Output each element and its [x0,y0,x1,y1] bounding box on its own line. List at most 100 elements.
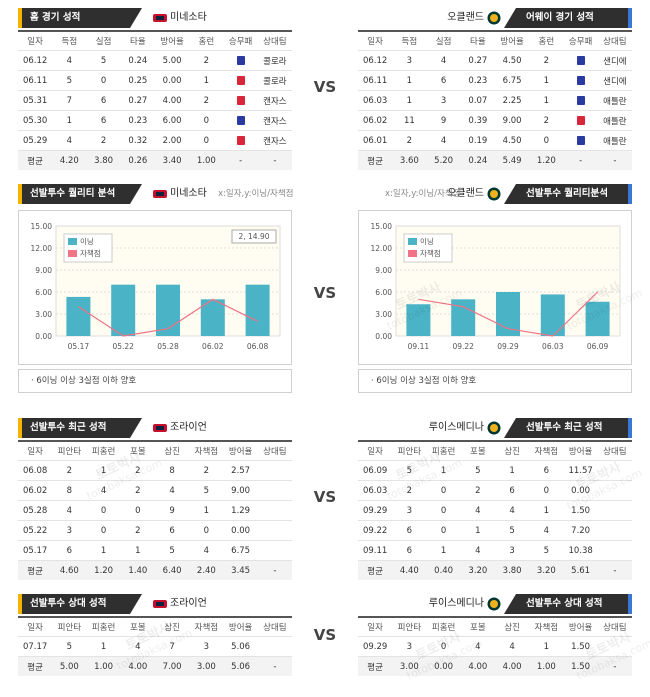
table-cell: 4 [460,500,495,521]
table-cell: 5.00 [52,656,87,676]
table-cell: 콜로라 [257,70,292,91]
x-tick-label: 05.17 [68,342,90,351]
table-row: 06.11 1 6 0.23 6.75 1 샌디에 [358,70,632,91]
table-cell: 6.00 [155,110,190,131]
logo-shape [490,190,498,198]
table-cell: 포볼 [120,616,155,637]
table-cell: 애틀란 [597,110,632,131]
table-cell: - [597,656,632,676]
table-cell: 0 [120,500,155,521]
table-cell: 2 [189,90,224,111]
line [78,298,258,337]
legend-swatch [408,238,417,245]
table-cell: 피안타 [52,440,87,461]
table-cell [597,500,632,521]
table-cell: 애틀란 [597,130,632,151]
table-cell: 캔자스 [257,110,292,131]
axis-note: x:일자,y:이닝/자책점 [385,189,461,199]
table-row: 06.08 2 1 2 8 2 2.57 [18,460,292,481]
table-cell [223,110,258,131]
line [418,291,599,337]
table-cell: 4 [529,520,564,541]
table-cell: 1.40 [120,560,155,580]
table-cell: 5 [155,540,190,561]
table-cell [563,130,598,151]
x-tick-label: 06.02 [202,342,224,351]
table-cell: 삼진 [495,440,530,461]
bar [156,284,180,336]
result-icon [576,95,585,105]
table-cell: 상대팀 [597,30,632,51]
stats-table: 일자 피안타 피홈런 포볼 삼진 자책점 방어율 상대팀 06.08 2 1 2 8 2 2.57 06.02… [18,440,292,580]
table-row: 06.03 1 3 0.07 2.25 1 애틀란 [358,90,632,111]
table-cell: 상대팀 [597,616,632,637]
table-cell: 피홈런 [426,616,461,637]
team-name: 루이스메디나 [428,422,484,433]
table-cell: 6 [392,540,427,561]
table-cell: 6.75 [223,540,258,561]
table-cell: 실점 [86,30,121,51]
stats-table: 일자 피안타 피홈런 포볼 삼진 자책점 방어율 상대팀 07.17 5 1 4 7 3 5.06 평균 5.0… [18,616,292,676]
table-cell: 06.12 [358,50,393,71]
table-cell: 6 [495,480,530,501]
table-cell: 06.03 [358,480,393,501]
table-cell: 5 [52,70,87,91]
table-cell [257,480,292,501]
bar [585,301,610,336]
table-row: 06.12 4 5 0.24 5.00 2 콜로라 [18,50,292,71]
stats-table: 일자 피안타 피홈런 포볼 삼진 자책점 방어율 상대팀 09.29 3 0 4 4 1 1.50 평균 3.0… [358,616,632,676]
table-cell: 피안타 [52,616,87,637]
section-title: 선발투수 퀄리티분석 [504,184,632,204]
tooltip [231,229,277,244]
table-cell: 09.22 [358,520,393,541]
table-cell: 4 [86,480,121,501]
table-row: 일자 득점 실점 타율 방어율 홈런 승무패 상대팀 [18,30,292,51]
x-tick-label: 09.22 [452,342,474,351]
table-cell: 3.40 [155,150,190,170]
table-cell: 0.07 [460,90,495,111]
table-cell: 6 [52,540,87,561]
legend-swatch [68,238,77,245]
table-cell: 홈런 [529,30,564,51]
vs-label: VS [313,78,337,96]
table-cell: 0.00 [155,70,190,91]
table-cell: 일자 [358,616,393,637]
team-logo [153,424,167,432]
table-cell: 4.50 [495,50,530,71]
table-cell: 일자 [358,30,393,51]
y-tick-label: 15.00 [31,222,53,231]
result-icon [236,135,245,145]
table-cell: 0 [86,70,121,91]
team-name: 조라이언 [170,422,207,433]
legend-label: 이닝 [420,236,434,246]
bar [200,299,225,336]
result-icon [576,115,585,125]
table-cell: 캔자스 [257,90,292,111]
x-tick-label: 05.28 [157,342,179,351]
y-tick-label: 15.00 [371,222,393,231]
bar [496,292,520,336]
table-cell: 2 [460,480,495,501]
table-cell: 1 [120,540,155,561]
x-tick-label: 06.03 [542,342,564,351]
table-cell: 06.02 [18,480,53,501]
table-cell: 방어율 [563,440,598,461]
table-cell: 4 [155,480,190,501]
table-cell: 1 [86,540,121,561]
x-tick-label: 09.29 [497,342,519,351]
table-row: 09.11 6 1 4 3 5 10.38 [358,540,632,561]
table-cell: 피안타 [392,440,427,461]
table-cell [563,90,598,111]
result-icon [576,55,585,65]
table-cell: 4 [189,540,224,561]
table-cell: 상대팀 [257,440,292,461]
chart-note: · 6이닝 이상 3실점 이하 양호 [358,369,632,393]
table-cell: 0 [426,636,461,657]
table-cell: 0 [529,480,564,501]
table-cell: 0.40 [426,560,461,580]
table-cell: 5 [460,460,495,481]
table-cell: 방어율 [155,30,190,51]
table-cell [223,130,258,151]
table-cell: 3 [392,500,427,521]
section-title: 어웨이 경기 성적 [504,8,632,28]
